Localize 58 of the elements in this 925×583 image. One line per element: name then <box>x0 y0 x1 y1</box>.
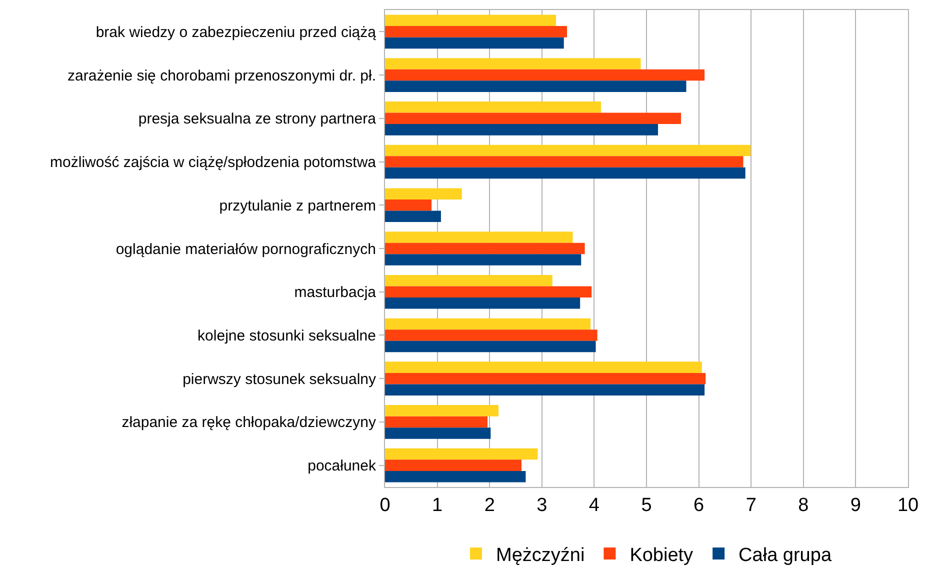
bar <box>385 298 580 309</box>
bar <box>385 144 751 156</box>
bar <box>385 405 498 416</box>
x-tick-label: 1 <box>432 494 443 516</box>
bar <box>385 210 441 222</box>
x-tick-label: 4 <box>588 494 600 516</box>
y-tick-label: presja seksualna ze strony partnera <box>138 110 377 128</box>
bar <box>385 428 491 439</box>
bar <box>385 167 746 179</box>
bar <box>385 286 592 298</box>
y-tick-label: oglądanie materiałów pornograficznych <box>116 240 376 258</box>
bar <box>385 460 522 471</box>
bar <box>385 37 564 49</box>
bar <box>385 372 706 384</box>
y-tick-label: pocałunek <box>308 458 376 475</box>
bar <box>385 112 682 124</box>
legend-label: Cała grupa <box>738 544 832 566</box>
bar <box>385 200 432 211</box>
bar <box>385 254 582 266</box>
bar <box>385 69 705 81</box>
x-tick-label: 8 <box>798 494 809 516</box>
x-tick-label: 7 <box>746 494 756 516</box>
bar <box>385 80 686 92</box>
x-tick-label: 5 <box>641 494 652 516</box>
x-tick-label: 6 <box>694 494 704 516</box>
y-tick-label: przytulanie z partnerem <box>219 197 376 214</box>
bar <box>385 188 462 200</box>
y-tick-label: masturbacja <box>294 284 377 302</box>
x-tick-label: 10 <box>897 494 919 516</box>
bar <box>385 274 552 286</box>
bar <box>385 26 567 38</box>
bar <box>385 362 702 373</box>
y-tick-label: brak wiedzy o zabezpieczeniu przed ciążą <box>96 24 377 41</box>
x-tick-label: 0 <box>380 494 390 516</box>
y-tick-label: zarażenie się chorobami przenoszonymi dr. pł. <box>68 67 376 84</box>
bar <box>385 340 596 352</box>
bar <box>385 102 601 113</box>
y-tick-label: możliwość zajścia w ciążę/spłodzenia potomstwa <box>50 154 377 172</box>
legend-label: Kobiety <box>630 544 694 566</box>
bar <box>385 470 526 482</box>
bar <box>385 416 488 428</box>
bar <box>385 232 573 243</box>
x-tick-label: 2 <box>484 494 495 516</box>
x-tick-label: 9 <box>850 494 861 516</box>
bar <box>385 330 598 341</box>
legend-label: Mężczyźni <box>496 544 585 566</box>
bar <box>385 124 658 136</box>
y-tick-label: złapanie za rękę chłopaka/dziewczyny <box>122 414 376 432</box>
bar <box>385 448 538 460</box>
bar <box>385 14 556 26</box>
bar <box>385 318 591 330</box>
y-tick-label: kolejne stosunki seksualne <box>198 327 376 344</box>
bar <box>385 242 585 254</box>
bar <box>385 384 705 396</box>
bar <box>385 58 641 70</box>
y-tick-label: pierwszy stosunek seksualny <box>182 370 376 388</box>
bar <box>385 156 744 168</box>
x-tick-label: 3 <box>536 494 548 516</box>
